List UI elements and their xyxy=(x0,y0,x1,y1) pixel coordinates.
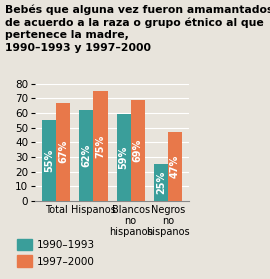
Text: 59%: 59% xyxy=(119,146,129,169)
Text: 47%: 47% xyxy=(170,155,180,178)
Text: 75%: 75% xyxy=(96,134,106,158)
Bar xyxy=(56,103,70,201)
Bar xyxy=(154,164,168,201)
Bar xyxy=(79,110,93,201)
Text: Bebés que alguna vez fueron amamantados
de acuerdo a la raza o grupo étnico al q: Bebés que alguna vez fueron amamantados … xyxy=(5,4,270,52)
Text: 69%: 69% xyxy=(133,139,143,162)
Text: 25%: 25% xyxy=(156,171,166,194)
Bar xyxy=(42,120,56,201)
Bar xyxy=(117,114,131,201)
Text: 55%: 55% xyxy=(44,149,54,172)
Text: 62%: 62% xyxy=(81,144,91,167)
Bar xyxy=(131,100,145,201)
Legend: 1990–1993, 1997–2000: 1990–1993, 1997–2000 xyxy=(13,235,100,271)
Bar xyxy=(93,91,107,201)
Bar xyxy=(168,132,182,201)
Text: 67%: 67% xyxy=(58,140,68,163)
